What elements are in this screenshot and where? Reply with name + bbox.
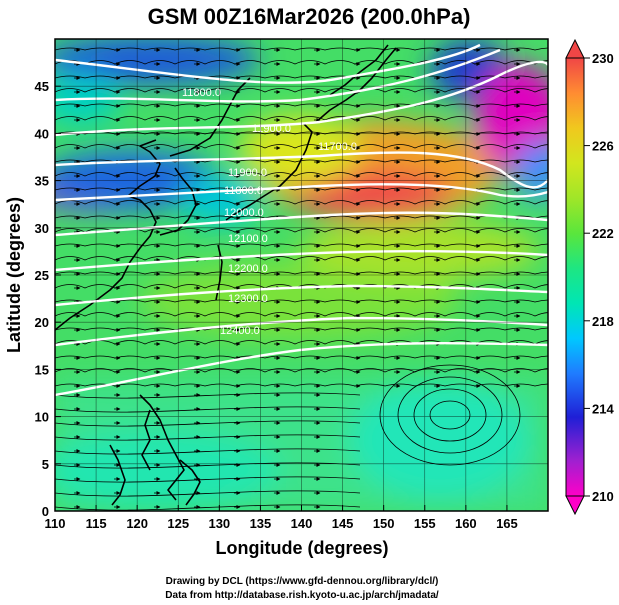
- contour-label: 12000.0: [224, 207, 264, 219]
- graticule: [54, 39, 548, 512]
- colorbar-bottom-cap: [565, 495, 585, 516]
- contour-label: 11900.0: [228, 167, 267, 179]
- contour-label: 11900.0: [252, 123, 291, 135]
- x-tick-label: 140: [291, 516, 313, 531]
- x-tick-label: 135: [250, 516, 272, 531]
- y-tick-label: 25: [35, 268, 49, 283]
- x-tick-label: 155: [414, 516, 436, 531]
- contour-label: 12400.0: [220, 325, 260, 337]
- x-tick-label: 160: [455, 516, 477, 531]
- x-tick-label: 125: [167, 516, 189, 531]
- contour-label: 11800.0: [182, 87, 221, 99]
- x-axis: 110 115 120 125 130 135 140 145 150 155 160 165: [45, 505, 518, 531]
- colorbar-tick-label: 214: [592, 401, 614, 416]
- plot-title: GSM 00Z16Mar2026 (200.0hPa): [148, 4, 471, 29]
- colorbar-tick-label: 230: [592, 51, 614, 66]
- colorbar-tick-label: 226: [592, 139, 614, 154]
- y-tick-label: 0: [42, 504, 49, 519]
- contour-label: 12100.0: [228, 233, 268, 245]
- x-tick-label: 120: [126, 516, 148, 531]
- height-contours: [55, 43, 548, 397]
- contour-label: 11700.0: [318, 141, 357, 153]
- y-tick-label: 5: [42, 457, 49, 472]
- colorbar-ramp: [565, 57, 585, 497]
- x-axis-label: Longitude (degrees): [215, 538, 388, 558]
- x-tick-label: 165: [496, 516, 518, 531]
- x-tick-label: 145: [332, 516, 354, 531]
- y-tick-label: 10: [35, 410, 49, 425]
- x-tick-label: 150: [373, 516, 395, 531]
- x-tick-label: 130: [208, 516, 230, 531]
- colorbar-tick-label: 222: [592, 226, 614, 241]
- credit-line-1: Drawing by DCL (https://www.gfd-dennou.o…: [166, 576, 439, 587]
- colorbar-tick-label: 210: [592, 489, 614, 504]
- y-tick-label: 45: [35, 79, 49, 94]
- contour-label: 11800.0: [224, 185, 263, 197]
- x-tick-label: 110: [45, 516, 66, 531]
- y-axis-label: Latitude (degrees): [4, 197, 24, 353]
- y-tick-label: 35: [35, 174, 49, 189]
- colorbar-tick-label: 218: [592, 314, 614, 329]
- contour-labels: 11800.0 11900.0 11700.0 11900.0 11800.0 …: [182, 87, 357, 337]
- y-axis: 0 5 10 15 20 25 30 35 40 45: [35, 79, 61, 519]
- x-tick-label: 115: [86, 516, 107, 531]
- y-tick-label: 15: [35, 362, 49, 377]
- colorbar-top-cap: [565, 38, 585, 59]
- credit-line-2: Data from http://database.rish.kyoto-u.a…: [165, 590, 439, 601]
- y-tick-label: 30: [35, 221, 49, 236]
- y-tick-label: 20: [35, 315, 49, 330]
- contour-label: 12300.0: [228, 293, 268, 305]
- colorbar: 210 214 218 222 226 230: [565, 38, 614, 516]
- y-tick-label: 40: [35, 126, 49, 141]
- contour-label: 12200.0: [228, 263, 268, 275]
